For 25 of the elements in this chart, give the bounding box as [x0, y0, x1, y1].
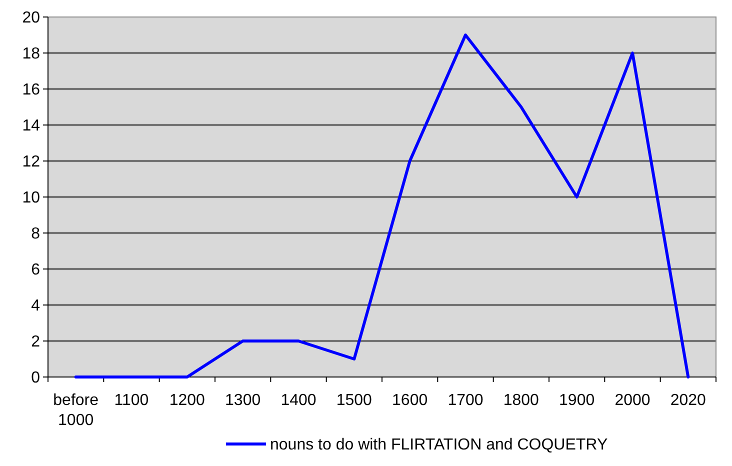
x-tick-label: 1100: [114, 392, 149, 409]
y-tick-label: 12: [22, 154, 40, 171]
x-tick-label: 1700: [448, 392, 484, 409]
x-tick-label: before 1000: [53, 392, 99, 429]
y-tick-label: 16: [22, 82, 40, 99]
y-tick-label: 14: [22, 118, 40, 135]
line-series: [74, 34, 690, 378]
x-tick-label: 2020: [670, 392, 706, 409]
x-tick-label: 1500: [336, 392, 372, 409]
legend-label: nouns to do with FLIRTATION and COQUETRY: [270, 436, 608, 454]
x-tick-label: 2000: [614, 392, 650, 409]
y-tick-label: 4: [31, 298, 40, 315]
y-tick-label: 18: [22, 46, 40, 63]
x-tick-label: 1400: [280, 392, 316, 409]
x-tick-label: 1800: [503, 392, 540, 409]
y-tick-label: 20: [22, 10, 40, 27]
y-tick-label: 2: [31, 334, 40, 351]
y-tick-label: 0: [31, 370, 40, 387]
y-tick-label: 6: [31, 262, 40, 279]
x-tick-label: 1200: [169, 392, 206, 409]
y-tick-label: 10: [22, 190, 40, 207]
y-tick-label: 8: [31, 226, 40, 243]
x-tick-label: 1600: [392, 392, 428, 409]
x-tick-label: 1300: [225, 392, 261, 409]
x-tick-label: 1900: [559, 392, 595, 409]
